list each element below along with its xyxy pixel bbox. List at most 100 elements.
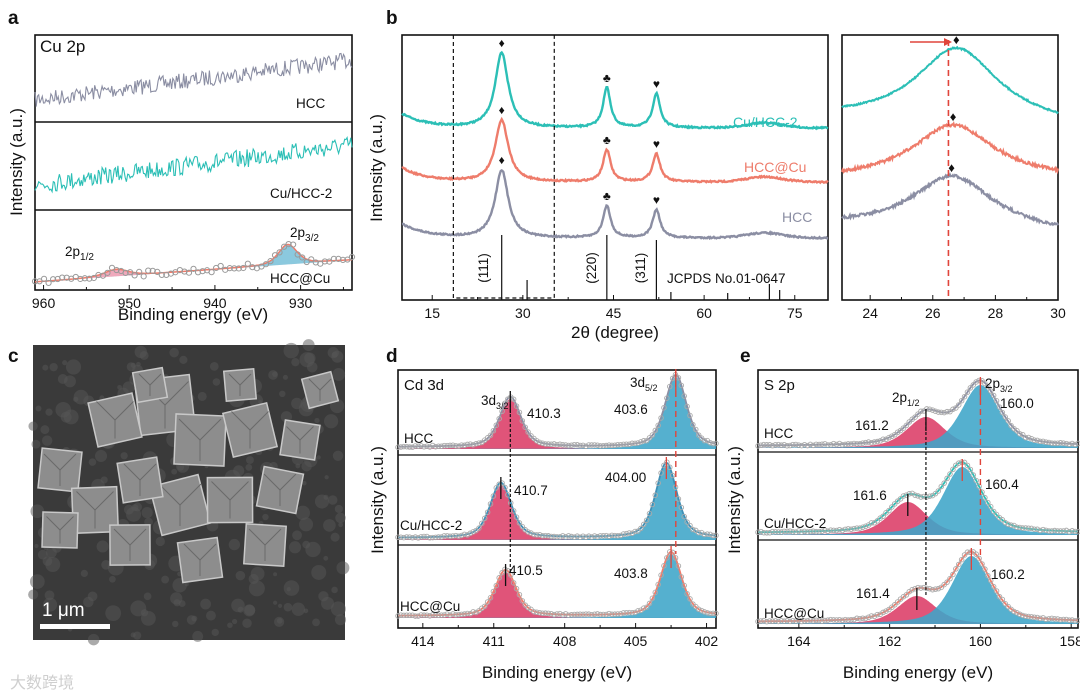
sem-particle: [200, 598, 212, 610]
panel-e-peak-2p12: 2p1/2: [892, 390, 920, 408]
panel-d-data-point: [695, 432, 702, 438]
panel-d-data-point: [421, 612, 427, 618]
panel-b-peak-marker: ♥: [653, 77, 660, 91]
panel-d-xlabel: Binding energy (eV): [482, 663, 632, 682]
panel-e-data-point: [804, 529, 811, 535]
sem-particle: [244, 604, 256, 616]
sem-particle: [338, 522, 344, 528]
panel-d-data-point: [698, 607, 705, 614]
panel-a-trace-hcc: [34, 52, 353, 107]
sem-particle: [302, 480, 307, 486]
panel-d-data-point: [464, 532, 471, 538]
panel-a: 960 950 940 930: [31, 34, 356, 311]
sem-particle: [334, 504, 343, 514]
panel-e-data-point: [778, 442, 785, 448]
panel-a-data-point: [262, 261, 270, 268]
sem-particle: [245, 456, 254, 465]
panel-d-data-point: [681, 582, 687, 589]
panel-e-data-point: [810, 528, 817, 535]
panel-d-data-point: [519, 523, 526, 530]
panel-e-data-point: [839, 441, 846, 448]
panel-d-data-point: [453, 612, 459, 618]
panel-d-data-point: [707, 440, 713, 446]
panel-e-data-point: [862, 439, 869, 446]
panel-d-data-point: [620, 610, 627, 616]
panel-d-data-point: [499, 569, 505, 576]
panel-e-data-point: [857, 440, 863, 447]
panel-a-data-point: [335, 255, 342, 263]
sem-particle: [169, 347, 179, 358]
sem-particle: [231, 598, 245, 613]
sem-particle: [171, 468, 178, 475]
sem-particle: [87, 633, 100, 646]
panel-e-data-point: [1002, 601, 1009, 607]
sem-particle: [280, 411, 293, 423]
panel-e-frame: [757, 369, 1079, 629]
panel-a-data-point: [231, 265, 238, 272]
panel-d-data-point: [684, 403, 690, 410]
panel-b-inset-tick-label: 26: [925, 305, 941, 321]
panel-d-data-point: [455, 611, 462, 618]
panel-e-data-point: [947, 575, 953, 582]
sem-particle: [177, 463, 185, 471]
panel-d-data-point: [441, 612, 448, 618]
panel-d-data-point: [669, 472, 676, 479]
panel-b-peak-marker: ♦: [499, 103, 505, 117]
panel-e-data-point: [807, 617, 814, 623]
sem-particle: [211, 628, 219, 637]
panel-d-data-point: [635, 528, 641, 534]
panel-b-xlabel: 2θ (degree): [571, 323, 659, 342]
panel-e-data-point: [973, 551, 979, 557]
panel-d-data-point: [470, 529, 476, 535]
sem-cube-edge: [178, 418, 222, 461]
panel-e-data-point: [941, 480, 947, 486]
panel-e-data-point: [798, 618, 805, 625]
sem-particle: [324, 475, 329, 480]
panel-e-data-point: [1075, 440, 1080, 447]
panel-d-data-point: [658, 470, 664, 476]
panel-e-data-point: [766, 530, 773, 536]
sem-particle: [192, 630, 204, 642]
sem-particle: [272, 600, 278, 605]
panel-e-data-point: [827, 442, 834, 448]
panel-d-data-point: [432, 443, 439, 450]
panel-b-inset-tick-label: 28: [988, 305, 1004, 321]
panel-e-data-point: [1011, 608, 1017, 615]
panel-d-fit-peak2: [398, 465, 716, 540]
sem-particle: [42, 364, 49, 371]
sem-particle: [88, 458, 97, 466]
panel-e-data-point: [1072, 528, 1078, 535]
panel-e-data-point: [976, 555, 982, 562]
panel-e-data-point: [944, 408, 950, 415]
panel-e-data-point: [763, 442, 770, 448]
sem-particle: [41, 435, 53, 446]
panel-e-data-point: [1031, 614, 1038, 620]
panel-e-tick-label: 160: [969, 633, 993, 649]
panel-e-data-point: [929, 407, 936, 413]
d-val-hcc-32: 410.3: [527, 406, 561, 421]
panel-e-data-point: [781, 441, 787, 448]
panel-d-data-point: [441, 533, 448, 539]
panel-e-data-point: [807, 441, 814, 448]
panel-d-data-point: [395, 613, 401, 619]
panel-d-data-point: [502, 400, 508, 406]
peak-label-sub: 3/2: [305, 233, 319, 244]
inset-peak-marker: ♦: [948, 160, 955, 175]
panel-e-data-point: [772, 442, 779, 448]
sem-particle: [282, 374, 288, 380]
sem-cube-edge: [211, 481, 249, 519]
panel-e-data-point: [769, 528, 776, 535]
panel-d-data-point: [678, 574, 685, 580]
panel-d-data-point: [681, 513, 687, 520]
sem-cube-edge: [263, 473, 297, 506]
panel-e-data-point: [1008, 422, 1014, 429]
panel-e-data-point: [816, 441, 822, 448]
panel-d-data-point: [545, 441, 552, 447]
sem-particle: [327, 495, 338, 505]
peak-label-sub: 3/2: [496, 401, 509, 411]
sem-cube-edge: [43, 453, 77, 486]
panel-d-data-point: [542, 610, 549, 616]
panel-e-data-point: [1069, 440, 1075, 447]
panel-a-data-point: [31, 278, 39, 285]
d-val-hcc-52: 403.6: [614, 402, 648, 417]
